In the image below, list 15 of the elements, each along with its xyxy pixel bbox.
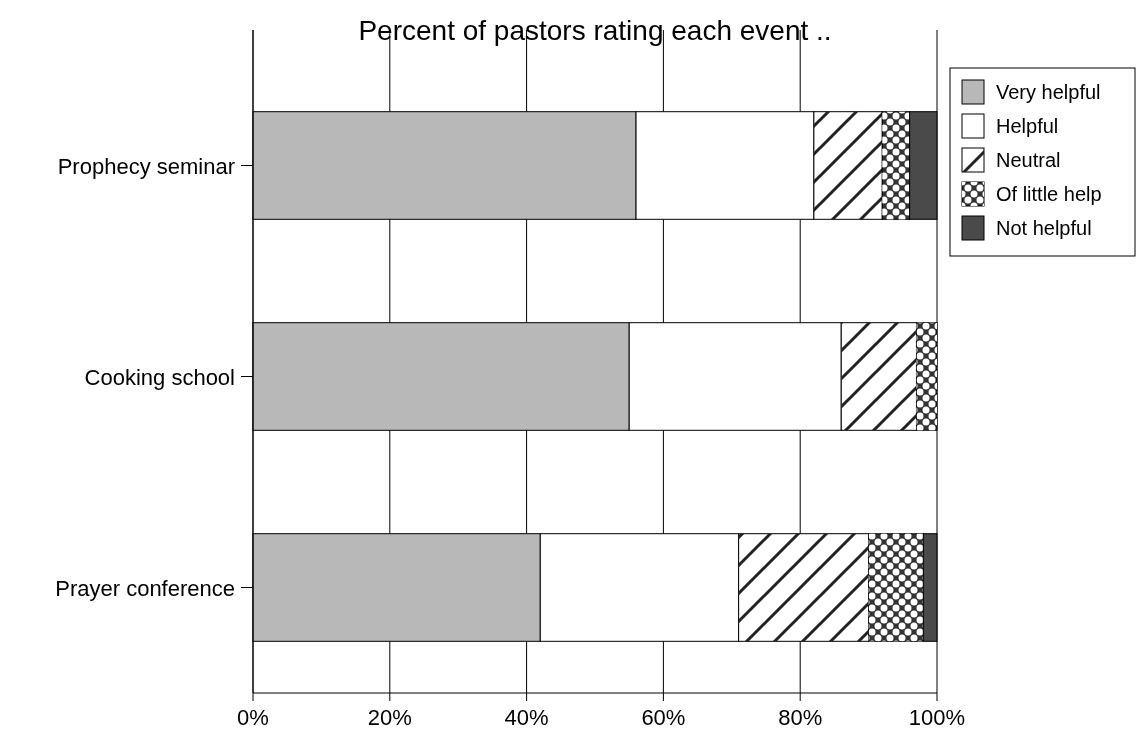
x-tick-label: 20% (367, 705, 412, 730)
y-tick-label: Prayer conference (55, 575, 235, 601)
x-tick-label: 0% (237, 705, 269, 730)
y-tick-label: Prophecy seminar (57, 153, 235, 179)
legend-label: Of little help (996, 183, 1102, 205)
chart-title: Percent of pastors rating each event .. (358, 15, 832, 46)
x-tick-label: 40% (504, 705, 549, 730)
legend-label: Helpful (996, 115, 1059, 137)
y-tick-label: Cooking school (84, 364, 235, 390)
legend-label: Very helpful (996, 81, 1101, 103)
legend-label: Not helpful (996, 217, 1092, 239)
x-tick-label: 60% (641, 705, 686, 730)
x-tick-label: 100% (908, 705, 966, 730)
legend-label: Neutral (996, 149, 1061, 171)
x-tick-label: 80% (778, 705, 823, 730)
